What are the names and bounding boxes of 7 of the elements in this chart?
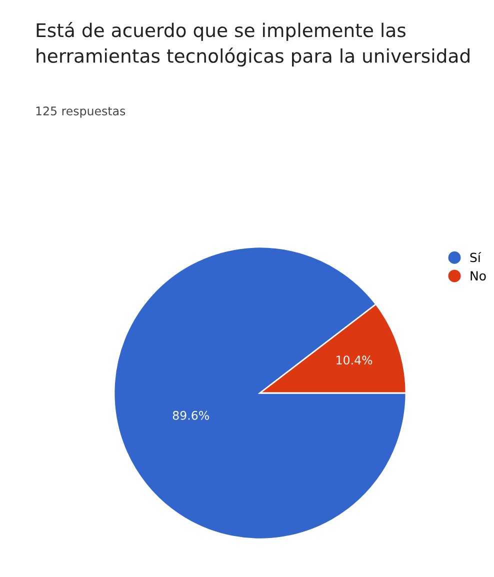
legend-label: Sí — [470, 252, 482, 262]
legend-label: No — [470, 271, 486, 281]
data-label: 10.4% — [336, 356, 372, 365]
pie-slice — [113, 246, 407, 540]
chart-subtitle: 125 respuestas — [36, 106, 126, 118]
data-label: 89.6% — [172, 410, 209, 420]
chart-title: Está de acuerdo que se implemente las herramientas tecnológicas para la universidad — [36, 22, 470, 67]
